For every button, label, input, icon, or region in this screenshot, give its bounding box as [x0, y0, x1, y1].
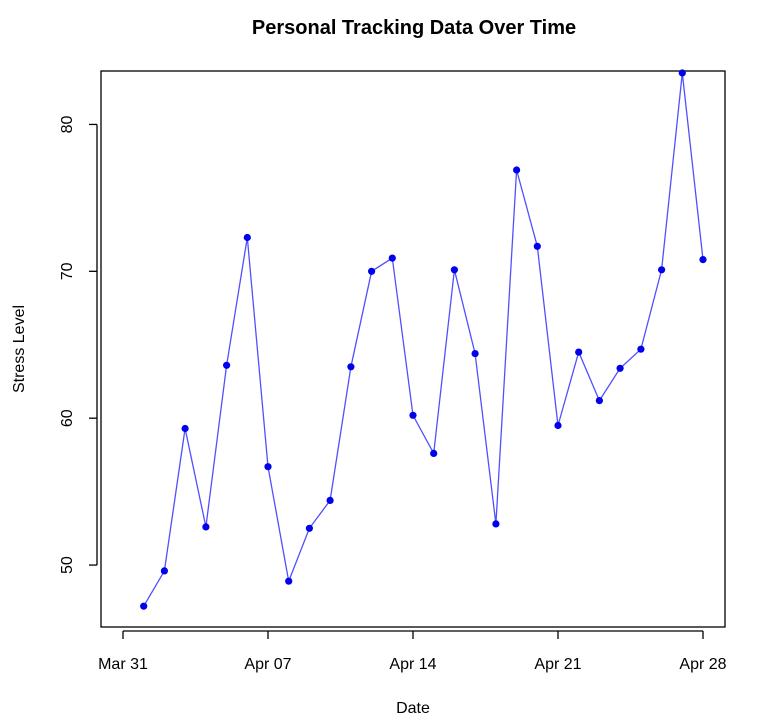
y-axis-label: Stress Level	[11, 305, 28, 393]
data-point	[223, 361, 231, 369]
x-tick-label: Apr 28	[679, 656, 726, 673]
y-tick-label: 50	[59, 556, 76, 574]
data-point	[409, 411, 417, 419]
data-point	[533, 242, 541, 250]
data-point	[575, 348, 583, 356]
data-point	[181, 424, 189, 433]
data-point	[492, 520, 500, 528]
plot-frame	[100, 70, 726, 628]
data-point	[264, 463, 272, 471]
data-point	[678, 69, 686, 77]
data-point	[368, 267, 376, 275]
x-tick-label: Apr 14	[389, 656, 436, 673]
data-point	[326, 496, 334, 504]
data-point	[388, 254, 396, 262]
data-point	[202, 523, 210, 531]
data-point	[658, 266, 666, 274]
data-point	[699, 256, 707, 264]
data-point	[513, 166, 521, 174]
y-axis: 50 60 70 80	[59, 115, 98, 574]
data-point	[595, 397, 604, 405]
x-tick-label: Apr 07	[244, 656, 291, 673]
x-tick-label: Mar 31	[98, 656, 148, 673]
y-tick-label: 60	[59, 409, 76, 427]
x-tick-label: Apr 21	[534, 656, 581, 673]
data-point	[616, 364, 624, 372]
data-point	[305, 524, 313, 532]
data-point	[285, 577, 293, 585]
data-point	[471, 350, 479, 358]
data-points	[140, 69, 707, 610]
data-point	[450, 266, 458, 274]
data-point	[243, 233, 251, 242]
chart-title: Personal Tracking Data Over Time	[252, 17, 576, 39]
data-point	[140, 602, 148, 610]
y-tick-label: 70	[59, 262, 76, 280]
x-axis-label: Date	[396, 700, 430, 717]
y-tick-label: 80	[59, 115, 76, 133]
data-point	[160, 567, 168, 575]
data-point	[347, 363, 355, 371]
data-point	[554, 421, 562, 430]
data-point	[637, 345, 645, 353]
data-point	[430, 449, 438, 457]
x-axis: Mar 31 Apr 07 Apr 14 Apr 21 Apr 28	[98, 630, 727, 673]
series-line	[143, 72, 704, 607]
